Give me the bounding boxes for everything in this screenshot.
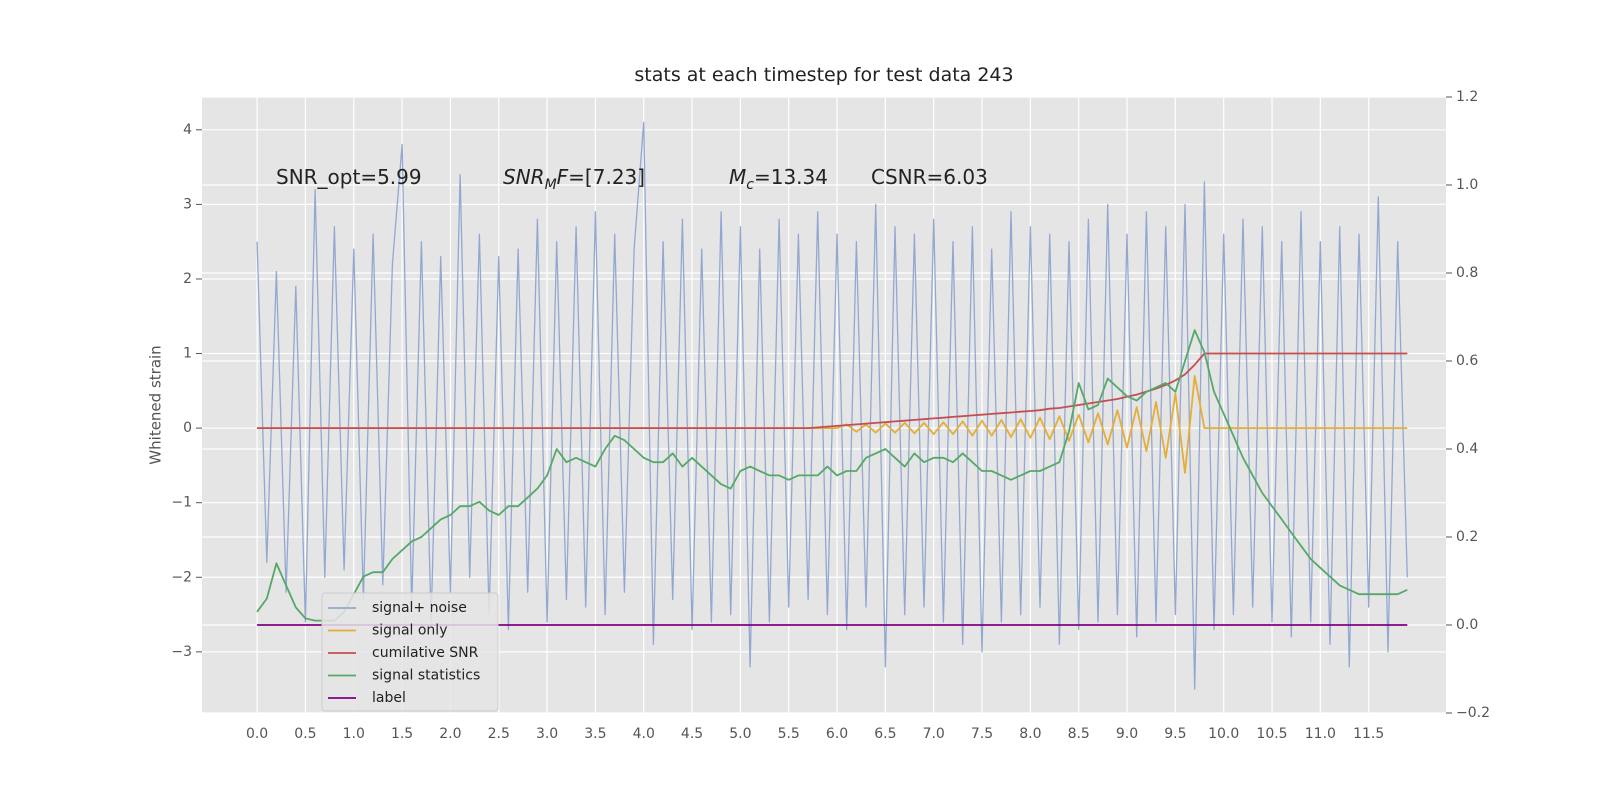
annotation-text: CSNR=6.03 [871,165,988,189]
x-tick-label: 3.0 [536,726,558,742]
x-tick-label: 11.0 [1305,726,1336,742]
legend-label: signal+ noise [372,600,467,616]
annotation-text: F [557,165,569,189]
x-tick-label: 2.0 [439,726,461,742]
y2-tick-label: −0.2 [1456,705,1490,721]
y2-tick-label: 1.2 [1456,89,1478,105]
y-tick-label: 2 [183,271,192,287]
x-tick-label: 3.5 [584,726,606,742]
y-tick-label: −3 [171,644,192,660]
annotation: Mc=13.34 [729,165,828,193]
legend-label: signal only [372,623,447,639]
x-tick-label: 9.5 [1164,726,1186,742]
x-tick-label: 5.5 [778,726,800,742]
y-tick-label: 4 [183,122,192,138]
x-tick-label: 7.5 [971,726,993,742]
x-tick-label: 6.5 [874,726,896,742]
annotation-text: =[7.23] [568,165,645,189]
annotation-text: SNR [503,165,545,189]
annotation: CSNR=6.03 [871,165,988,189]
legend-box [321,592,499,712]
annotation-subscript: c [746,177,754,193]
annotation: SNRMF=[7.23] [503,165,645,193]
x-tick-label: 6.0 [826,726,848,742]
x-tick-label: 1.0 [343,726,365,742]
annotation-text: M [729,165,746,189]
annotation: SNR_opt=5.99 [276,165,422,189]
y-tick-label: 0 [183,420,192,436]
annotation-text: SNR_opt=5.99 [276,165,422,189]
x-tick-label: 2.5 [488,726,510,742]
x-tick-label: 8.5 [1068,726,1090,742]
x-tick-label: 0.5 [294,726,316,742]
y-tick-label: 3 [183,196,192,212]
y-tick-label: −2 [171,569,192,585]
x-tick-label: 10.5 [1256,726,1287,742]
x-tick-label: 7.0 [923,726,945,742]
x-tick-label: 9.0 [1116,726,1138,742]
x-tick-label: 4.5 [681,726,703,742]
y2-tick-label: 0.8 [1456,265,1478,281]
chart-title: stats at each timestep for test data 243 [634,64,1013,86]
y2-tick-label: 0.2 [1456,529,1478,545]
y2-tick-label: 1.0 [1456,177,1478,193]
annotation-text: =13.34 [754,165,828,189]
x-tick-label: 5.0 [729,726,751,742]
y-tick-label: −1 [171,495,192,511]
x-tick-label: 4.0 [633,726,655,742]
y2-tick-label: 0.6 [1456,353,1478,369]
legend-label: cumilative SNR [372,645,479,661]
series-line [256,329,1408,622]
annotation-subscript: M [545,177,557,193]
legend-label: signal statistics [372,668,480,684]
x-tick-label: 0.0 [246,726,268,742]
y-axis-label: Whitened strain [147,345,165,464]
x-tick-label: 10.0 [1208,726,1239,742]
series-line [257,352,1408,429]
x-tick-label: 8.0 [1019,726,1041,742]
series-line [256,121,1408,690]
legend-label: label [372,690,406,706]
x-tick-label: 11.5 [1353,726,1384,742]
y2-tick-label: 0.4 [1456,441,1478,457]
y2-tick-label: 0.0 [1456,617,1478,633]
x-tick-label: 1.5 [391,726,413,742]
y-tick-label: 1 [183,346,192,362]
